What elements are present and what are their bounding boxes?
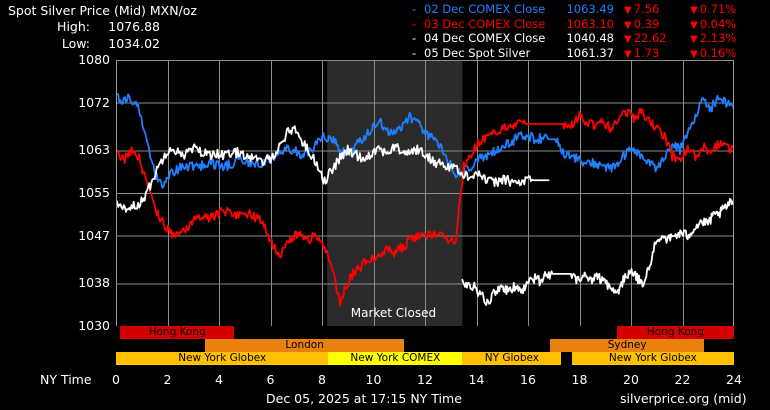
- x-axis-tick-label: 16: [520, 372, 536, 387]
- session-segment: London: [204, 339, 405, 352]
- y-axis-tick-label: 1055: [78, 185, 110, 200]
- y-axis-tick-label: 1038: [78, 275, 110, 291]
- session-segment: New York Globex: [571, 352, 734, 365]
- x-axis-tick-label: 6: [266, 372, 275, 387]
- session-segment: Hong Kong: [119, 326, 235, 339]
- x-axis-tick-label: 20: [623, 372, 639, 387]
- legend-swatch-dash: -: [412, 45, 417, 60]
- legend-swatch-dash: -: [412, 16, 417, 31]
- session-segment: New York Globex: [116, 352, 329, 365]
- session-bar-row: New York Globex New York COMEX NY Globex Ne…: [116, 352, 734, 365]
- triangle-down-icon: ▼: [690, 19, 698, 31]
- high-value: 1076.88: [108, 19, 160, 34]
- series-line: [116, 125, 550, 213]
- legend-swatch-dash: -: [412, 31, 417, 45]
- session-segment: Hong Kong: [616, 326, 734, 339]
- y-axis-tick-label: 1063: [78, 142, 110, 158]
- low-row: Low: 1034.02: [28, 36, 160, 51]
- legend: -02 Dec COMEX Close 1063.49 ▼ 7.56 ▼ 0.71% -03…: [412, 2, 764, 60]
- series-line: [461, 198, 734, 306]
- high-row: High: 1076.88: [28, 19, 160, 34]
- y-axis-tick-label: 1080: [78, 52, 110, 67]
- x-axis-tick-label: 8: [318, 372, 326, 387]
- chart-canvas: [116, 60, 734, 326]
- x-axis-title: NY Time: [40, 372, 92, 387]
- session-bar-row: Hong Kong Hong Kong: [116, 326, 734, 339]
- x-axis-tick-label: 24: [726, 372, 742, 387]
- legend-change: ▼ 22.62: [624, 31, 667, 45]
- triangle-down-icon: ▼: [690, 48, 698, 60]
- legend-swatch-dash: -: [412, 2, 417, 16]
- y-axis-tick-label: 1072: [78, 94, 110, 110]
- legend-series-name: 02 Dec COMEX Close: [424, 2, 546, 16]
- session-segment: NY Globex: [462, 352, 562, 365]
- x-axis-tick-label: 12: [417, 372, 433, 387]
- session-segment: New York COMEX: [328, 352, 463, 365]
- legend-price: 1063.49: [566, 2, 614, 16]
- page-title: Spot Silver Price (Mid) MXN/oz: [8, 3, 197, 18]
- x-axis-tick-label: 10: [365, 372, 382, 387]
- legend-change: ▼ 1.73: [624, 45, 660, 60]
- session-segment: Sydney: [549, 339, 705, 352]
- low-value: 1034.02: [108, 36, 160, 51]
- triangle-down-icon: ▼: [690, 5, 698, 16]
- series-line: [116, 107, 734, 307]
- legend-price: 1040.48: [566, 31, 614, 45]
- legend-change: ▼ 0.39: [624, 16, 660, 31]
- legend-series-name: 04 Dec COMEX Close: [424, 31, 546, 45]
- legend-change: ▼ 7.56: [624, 2, 660, 16]
- y-axis-tick-label: 1047: [78, 227, 110, 243]
- legend-row: -04 Dec COMEX Close 1040.48 ▼ 22.62 ▼ 2.13%: [412, 31, 764, 46]
- x-axis-tick-label: 18: [571, 372, 588, 387]
- low-label: Low:: [61, 36, 90, 51]
- x-axis-tick-label: 2: [163, 372, 172, 387]
- plot-area: [116, 60, 734, 326]
- x-axis-tick-label: 4: [215, 372, 223, 387]
- legend-percent: ▼ 2.13%: [690, 31, 737, 45]
- high-label: High:: [57, 19, 90, 34]
- triangle-down-icon: ▼: [690, 34, 698, 45]
- legend-percent: ▼ 0.71%: [690, 2, 737, 16]
- x-axis-tick-label: 0: [112, 372, 120, 387]
- triangle-down-icon: ▼: [624, 19, 632, 31]
- legend-row: -02 Dec COMEX Close 1063.49 ▼ 7.56 ▼ 0.71%: [412, 2, 764, 17]
- x-axis-tick-label: 14: [468, 372, 485, 387]
- legend-percent: ▼ 0.16%: [690, 45, 737, 60]
- legend-series-name: 05 Dec Spot Silver: [424, 45, 531, 60]
- legend-row: -03 Dec COMEX Close 1063.10 ▼ 0.39 ▼ 0.04%: [412, 17, 764, 32]
- triangle-down-icon: ▼: [624, 48, 632, 60]
- legend-percent: ▼ 0.04%: [690, 16, 737, 31]
- session-bar-row: London Sydney: [116, 339, 734, 352]
- legend-price: 1061.37: [566, 45, 614, 60]
- footer-timestamp: Dec 05, 2025 at 17:15 NY Time: [266, 391, 462, 406]
- footer-source: silverprice.org (mid): [620, 391, 747, 406]
- legend-price: 1063.10: [566, 16, 614, 31]
- triangle-down-icon: ▼: [624, 5, 632, 16]
- market-closed-label: Market Closed: [350, 306, 437, 320]
- x-axis-tick-label: 22: [674, 372, 691, 387]
- series-line: [116, 93, 734, 189]
- triangle-down-icon: ▼: [624, 34, 632, 45]
- y-axis-tick-label: 1030: [78, 318, 110, 333]
- legend-series-name: 03 Dec COMEX Close: [424, 16, 546, 31]
- legend-row: -05 Dec Spot Silver 1061.37 ▼ 1.73 ▼ 0.16%: [412, 46, 764, 61]
